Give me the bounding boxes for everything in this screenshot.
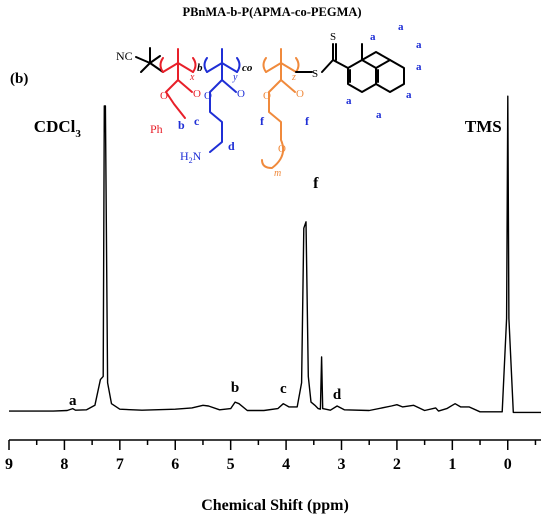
sulfur-top: S [330,31,336,43]
ester-z [261,79,296,169]
block-b-label: b [197,62,203,74]
phenyl-label: Ph [150,122,163,136]
panel-label: (b) [10,71,28,87]
ester-x [165,79,193,119]
x-tick-label: 7 [116,456,124,473]
thioester-link [295,43,349,73]
start-group [135,47,164,73]
label-c: c [194,114,200,128]
peak-label: TMS [465,117,502,136]
carbonyl-o-y: O [237,88,245,100]
ester-o-z: O [263,90,271,102]
label-a3: a [416,39,422,51]
subscript-x: x [189,72,195,83]
x-tick-label: 0 [504,456,512,473]
ester-o-y: O [204,90,212,102]
peak-label: CDCl3 [34,117,82,140]
peak-label: f [313,175,319,192]
bracket-z [262,57,300,73]
peak-label: a [69,393,77,409]
x-tick-label: 4 [282,456,290,473]
figure-title: PBnMA-b-P(APMA-co-PEGMA) [182,5,361,19]
peak-label: b [231,380,239,396]
naphthalene [347,43,405,93]
label-a1: a [370,31,376,43]
peg-o: O [278,143,286,155]
x-tick-label: 8 [60,456,68,473]
label-a6: a [376,109,382,121]
label-d: d [228,139,235,153]
backbone-x [162,48,194,81]
x-axis-label: Chemical Shift (ppm) [201,497,349,514]
bracket-y [203,57,241,73]
sulfur-chain: S [312,68,318,80]
carbonyl-o-x: O [193,88,201,100]
x-tick-label: 5 [227,456,235,473]
spectrum-line [9,95,541,414]
backbone-z [265,48,297,81]
label-b: b [178,118,185,132]
peg-m: m [274,168,281,179]
x-tick-label: 1 [448,456,456,473]
nitrile-label: NC [116,49,133,63]
subscript-z: z [291,72,296,83]
label-f-right: f [305,114,310,128]
ester-y [209,79,237,153]
label-f-left: f [260,114,265,128]
label-a7: a [346,95,352,107]
x-tick-label: 9 [5,456,13,473]
x-tick-label: 2 [393,456,401,473]
block-co-label: co [242,62,253,74]
ester-o-x: O [160,90,168,102]
label-a5: a [406,89,412,101]
label-a2: a [398,21,404,33]
carbonyl-o-z: O [296,88,304,100]
x-axis-ticks: 9 8 7 6 5 4 3 2 1 0 [5,440,537,473]
bracket-x [159,57,197,73]
subscript-y: y [232,72,238,83]
chemical-structure: NC x b O O Ph b y co O O c d H2N z O O [116,21,422,179]
x-tick-label: 6 [171,456,179,473]
amine-label: H2N [180,149,202,165]
naphthalene-top [361,51,391,61]
peak-label: d [333,387,342,403]
label-a4: a [416,61,422,73]
backbone-y [206,48,238,81]
x-tick-label: 3 [338,456,346,473]
peak-label: c [280,381,287,397]
